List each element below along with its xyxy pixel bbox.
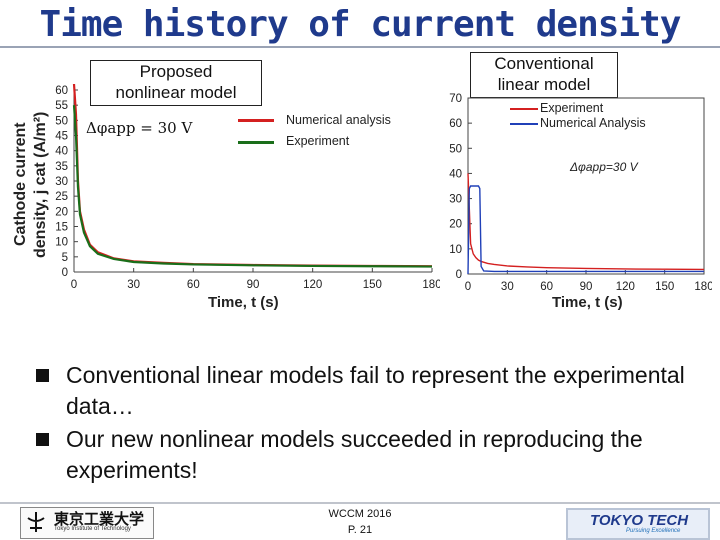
- page-number: P. 21: [347, 524, 373, 536]
- left-chart: 0 30 60 90 120 150 180 0 5 10 15 20 25 30 35 40 45 50 55 60: [55, 84, 440, 291]
- conference-name: WCCM 2016: [328, 508, 392, 520]
- right-legend-experiment: Experiment: [540, 101, 604, 115]
- university-logo: [20, 507, 154, 539]
- bullet-text: Conventional linear models fail to repre…: [66, 362, 685, 419]
- title-divider: [0, 46, 720, 48]
- right-condition-label: Δφapp=30 V: [570, 160, 638, 174]
- tokyo-tech-logo-sub: Pursuing Excellence: [626, 528, 681, 534]
- y-tick-label: 15: [55, 222, 68, 234]
- bullet-square-icon: [36, 433, 49, 446]
- y-tick-label: 30: [449, 194, 462, 206]
- series-line: [72, 105, 433, 268]
- proposed-label-line2: nonlinear model: [115, 83, 237, 102]
- left-legend-experiment: Experiment: [286, 134, 350, 148]
- x-tick-label: 120: [303, 279, 322, 291]
- conventional-model-label: Conventional linear model: [470, 52, 618, 98]
- tokyo-tech-logo-text: TOKYO TECH: [590, 512, 689, 529]
- right-xlabel: Time, t (s): [552, 294, 623, 311]
- conventional-label-line2: linear model: [497, 75, 591, 94]
- y-tick-label: 50: [55, 115, 68, 127]
- y-tick-label: 45: [55, 131, 68, 143]
- left-legend-numerical: Numerical analysis: [286, 113, 391, 127]
- conventional-label-line1: Conventional: [494, 54, 594, 73]
- y-tick-label: 60: [55, 85, 68, 97]
- x-tick-label: 0: [71, 279, 77, 291]
- left-legend-swatch-experiment: [238, 141, 274, 144]
- right-chart: 0 30 60 90 120 150 180 0 10 20 30 40 50 60 70: [449, 93, 712, 292]
- proposed-label-line1: Proposed: [139, 62, 213, 81]
- x-tick-label: 180: [694, 281, 712, 292]
- university-crest-icon: [27, 512, 45, 532]
- series-line: [72, 84, 433, 268]
- y-tick-label: 0: [456, 269, 462, 281]
- footer-divider: [0, 502, 720, 504]
- y-tick-label: 25: [55, 191, 68, 203]
- conference-info: WCCM 2016 P. 21: [310, 506, 410, 538]
- right-legend-numerical: Numerical Analysis: [540, 116, 646, 130]
- x-tick-label: 30: [501, 281, 514, 292]
- x-tick-label: 30: [127, 279, 140, 291]
- y-tick-label: 55: [55, 100, 68, 112]
- x-tick-label: 180: [422, 279, 440, 291]
- y-tick-label: 70: [449, 93, 462, 105]
- university-name: 東京工業大学: [54, 511, 145, 528]
- bullet-list: Conventional linear models fail to repre…: [34, 360, 694, 488]
- bullet-item: Conventional linear models fail to repre…: [34, 360, 694, 422]
- x-tick-label: 60: [187, 279, 200, 291]
- y-tick-label: 20: [449, 219, 462, 231]
- series-line: [467, 173, 705, 271]
- right-legend-swatch-experiment: [510, 108, 538, 110]
- bullet-item: Our new nonlinear models succeeded in re…: [34, 424, 694, 486]
- proposed-model-label: Proposed nonlinear model: [90, 60, 262, 106]
- y-tick-label: 60: [449, 118, 462, 130]
- plot-frame: [467, 97, 705, 275]
- y-tick-label: 10: [449, 244, 462, 256]
- y-tick-label: 0: [62, 267, 68, 279]
- y-tick-label: 40: [55, 146, 68, 158]
- x-tick-label: 0: [465, 281, 471, 292]
- left-xlabel: Time, t (s): [208, 294, 279, 311]
- left-legend-swatch-numerical: [238, 119, 274, 122]
- y-tick-label: 30: [55, 176, 68, 188]
- x-tick-label: 120: [616, 281, 635, 292]
- bullet-text: Our new nonlinear models succeeded in re…: [66, 426, 643, 483]
- y-tick-label: 40: [449, 168, 462, 180]
- x-tick-label: 90: [580, 281, 593, 292]
- slide-title: Time history of current density: [39, 4, 682, 45]
- right-legend-swatch-numerical: [510, 123, 538, 125]
- tokyo-tech-logo: [566, 508, 710, 540]
- x-tick-label: 150: [655, 281, 674, 292]
- y-tick-label: 10: [55, 237, 68, 249]
- x-tick-label: 90: [247, 279, 260, 291]
- x-tick-label: 150: [363, 279, 382, 291]
- y-tick-label: 50: [449, 143, 462, 155]
- university-subname: Tokyo Institute of Technology: [54, 526, 131, 532]
- y-tick-label: 5: [62, 252, 68, 264]
- left-ylabel-line1: Cathode current: [12, 122, 29, 246]
- series-line: [467, 185, 704, 275]
- y-tick-label: 20: [55, 206, 68, 218]
- x-tick-label: 60: [540, 281, 553, 292]
- left-condition-label: Δφapp = 30 V: [86, 119, 193, 137]
- y-tick-label: 35: [55, 161, 68, 173]
- bullet-square-icon: [36, 369, 49, 382]
